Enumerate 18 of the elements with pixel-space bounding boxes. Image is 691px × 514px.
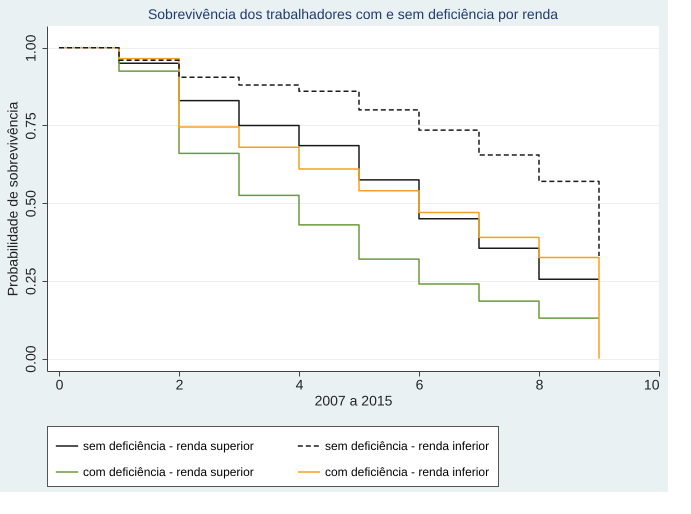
y-axis-title: Probabilidade de sobrevivência bbox=[4, 102, 20, 296]
x-tick-label: 4 bbox=[296, 376, 304, 392]
legend-label: com deficiência - renda inferior bbox=[325, 465, 490, 479]
x-tick-label: 6 bbox=[416, 376, 424, 392]
legend-label: com deficiência - renda superior bbox=[83, 465, 254, 479]
y-tick-label: 0.50 bbox=[22, 190, 38, 218]
legend-label: sem deficiência - renda inferior bbox=[325, 439, 490, 453]
x-tick-label: 2 bbox=[176, 376, 184, 392]
y-tick-label: 1.00 bbox=[22, 34, 38, 62]
y-tick-label: 0.00 bbox=[22, 345, 38, 373]
y-tick-label: 0.75 bbox=[22, 112, 38, 140]
x-tick-label: 0 bbox=[56, 376, 64, 392]
x-axis-title: 2007 a 2015 bbox=[314, 392, 393, 408]
y-tick-label: 0.25 bbox=[22, 268, 38, 295]
x-tick-label: 8 bbox=[536, 376, 544, 392]
legend-label: sem deficiência - renda superior bbox=[83, 439, 254, 453]
chart-title: Sobrevivência dos trabalhadores com e sem deficiência por renda bbox=[148, 6, 558, 22]
x-tick-label: 10 bbox=[644, 376, 660, 392]
